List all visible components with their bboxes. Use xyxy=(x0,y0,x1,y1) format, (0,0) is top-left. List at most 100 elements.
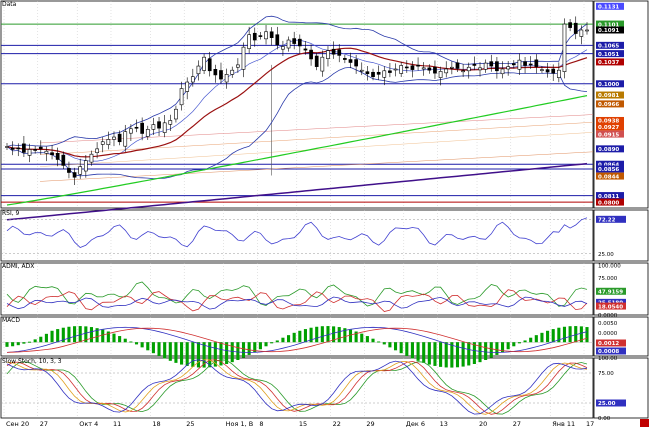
candle-body xyxy=(427,67,432,71)
candle-body xyxy=(190,76,195,83)
macd-histogram-bar xyxy=(326,326,330,343)
candle-body xyxy=(303,48,308,51)
macd-histogram-bar xyxy=(574,326,578,343)
x-tick-label: 11 xyxy=(113,420,121,428)
candle-body xyxy=(241,46,246,70)
candle-body xyxy=(450,66,454,69)
candle-body xyxy=(489,61,494,67)
x-axis: Сен 20 27 Окт 4 11 18 25 Ноя 1, В 8 15 22 29 Дек 6 1… xyxy=(6,419,649,428)
macd-histogram-bar xyxy=(568,326,572,343)
macd-histogram-bar xyxy=(382,342,386,345)
macd-histogram-bar xyxy=(56,329,60,343)
price-plot-frame xyxy=(0,0,594,209)
macd-panel-title: MACD xyxy=(2,317,20,324)
candle-body xyxy=(258,35,263,37)
candle-body xyxy=(264,31,268,40)
dmi-value-box xyxy=(596,287,626,295)
candle-body xyxy=(286,39,291,49)
price-label: 0.0938 xyxy=(598,119,619,125)
macd-histogram-bar xyxy=(410,342,414,359)
candle-body xyxy=(275,34,280,46)
price-label: 0.0844 xyxy=(598,174,619,180)
macd-histogram-bar xyxy=(247,342,251,355)
macd-histogram-bar xyxy=(61,327,65,343)
candle-body xyxy=(140,122,144,134)
x-tick-label: 13 xyxy=(440,420,448,428)
candle-body xyxy=(230,69,235,75)
macd-histogram-bar xyxy=(450,342,454,368)
fan-line xyxy=(39,121,594,156)
macd-histogram-bar xyxy=(416,342,420,361)
macd-histogram-bar xyxy=(33,339,37,343)
macd-histogram-bar xyxy=(399,342,403,354)
candle-body xyxy=(410,65,415,70)
stoch-line xyxy=(6,359,588,415)
macd-histogram-bar xyxy=(134,342,139,345)
dmi-axis-label: 18.0540 xyxy=(598,304,623,310)
price-label: 0.0915 xyxy=(598,132,619,138)
macd-histogram-bar xyxy=(551,329,555,343)
macd-histogram-bar xyxy=(455,342,460,368)
stoch-axis-label: 0.00 xyxy=(598,416,611,422)
x-tick-label: 20 xyxy=(479,420,487,428)
price-label-box xyxy=(596,50,624,58)
macd-axis-label: 0.0050 xyxy=(598,321,618,327)
macd-histogram-bar xyxy=(292,332,296,343)
macd-axis-label: 0.0008 xyxy=(598,349,619,355)
candle-body xyxy=(123,131,128,147)
price-label-box xyxy=(596,198,624,206)
candle-body xyxy=(472,63,477,66)
candle-body xyxy=(337,49,342,56)
macd-histogram-bar xyxy=(213,342,217,367)
macd-axis-label: 0.0012 xyxy=(598,341,619,347)
candle-body xyxy=(320,56,325,72)
price-label: 0.0864 xyxy=(598,162,619,168)
price-label-box xyxy=(596,116,624,124)
candle-body xyxy=(5,146,9,148)
dmi-value-box xyxy=(596,298,626,306)
candle-body xyxy=(359,69,364,72)
macd-histogram-bar xyxy=(185,342,189,366)
x-tick-label: Ноя 1, В xyxy=(226,420,254,428)
macd-histogram-bar xyxy=(157,342,161,356)
candle-body xyxy=(393,68,398,71)
macd-histogram-bar xyxy=(5,342,9,347)
corner-marker xyxy=(640,419,649,427)
price-label-box xyxy=(596,20,624,28)
candle-body xyxy=(117,133,122,143)
candle-body xyxy=(162,122,167,133)
macd-histogram-bar xyxy=(484,342,488,361)
macd-histogram-bar xyxy=(73,326,77,343)
candle-body xyxy=(50,152,54,156)
price-label: 0.1051 xyxy=(598,52,619,58)
macd-histogram-bar xyxy=(287,335,291,343)
macd-histogram-bar xyxy=(433,342,437,366)
macd-histogram-bar xyxy=(529,337,533,343)
macd-histogram-bar xyxy=(123,338,127,343)
candle-body xyxy=(495,61,499,72)
candle-body xyxy=(72,172,77,178)
candle-body xyxy=(219,70,223,80)
price-label-box xyxy=(596,123,624,131)
dmi-panel-title: ADMI, ADX xyxy=(2,263,34,270)
rsi-panel-title: RSI, 9 xyxy=(2,210,20,217)
macd-line xyxy=(6,326,588,354)
candle-body xyxy=(67,168,71,173)
candle-body xyxy=(100,141,105,145)
macd-histogram-bar xyxy=(89,327,94,343)
price-label: 0.0890 xyxy=(598,147,619,153)
price-label-box xyxy=(596,2,624,10)
macd-histogram-bar xyxy=(208,342,212,368)
macd-histogram-bar xyxy=(225,342,229,364)
candle-body xyxy=(365,71,370,75)
candle-body xyxy=(466,66,471,72)
price-label-box xyxy=(596,165,624,173)
price-label: 0.1000 xyxy=(598,82,619,88)
macd-histogram-bar xyxy=(27,341,32,343)
bollinger-lower xyxy=(6,66,588,180)
candle-body xyxy=(44,150,49,154)
macd-histogram-bar xyxy=(140,342,144,348)
stoch-panel-title: Slow Stoch, 10, 3, 3 xyxy=(2,358,62,365)
macd-histogram-bar xyxy=(309,327,313,343)
macd-histogram-bar xyxy=(118,336,122,343)
